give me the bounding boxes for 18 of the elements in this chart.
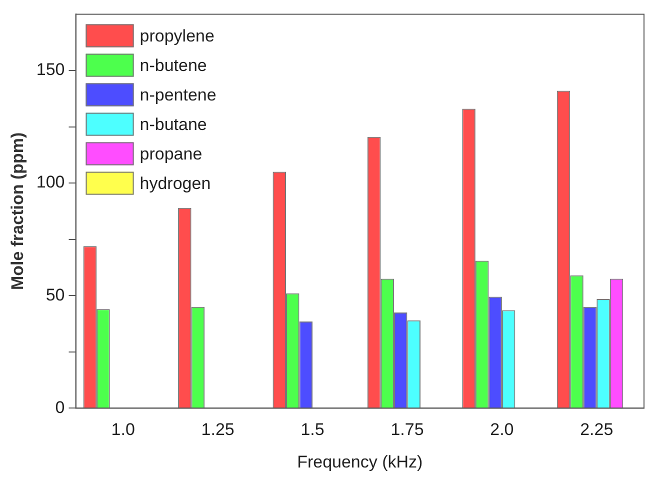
y-tick-label: 100 [36, 172, 65, 192]
x-axis-title: Frequency (kHz) [297, 452, 423, 472]
legend-label: hydrogen [140, 174, 211, 193]
y-tick-label: 50 [46, 285, 65, 304]
legend-label: n-pentene [140, 85, 216, 104]
x-tick-label: 1.0 [111, 420, 135, 440]
x-tick-label: 1.25 [201, 420, 234, 440]
x-tick-label: 1.75 [390, 420, 424, 440]
legend-label: n-butane [140, 114, 207, 134]
x-tick-label: 1.5 [300, 420, 324, 440]
y-tick-label: 0 [55, 398, 65, 417]
x-tick-label: 2.25 [580, 420, 614, 440]
y-tick-label: 150 [36, 60, 65, 80]
y-axis-title: Mole fraction (ppm) [8, 132, 27, 290]
legend-label: propane [140, 144, 202, 164]
legend-label: n-butene [140, 56, 207, 75]
x-tick-label: 2.0 [490, 420, 514, 440]
legend-label: propylene [140, 26, 214, 46]
